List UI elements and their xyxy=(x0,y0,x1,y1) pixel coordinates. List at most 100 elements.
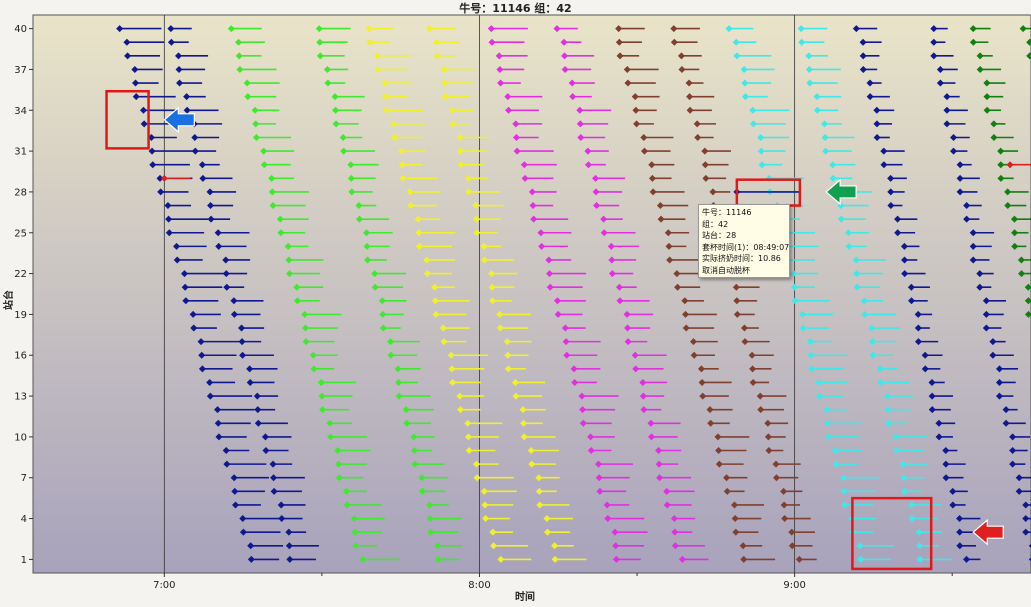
milking-start-marker xyxy=(519,406,527,414)
milking-start-marker xyxy=(215,433,223,441)
milking-start-marker xyxy=(821,120,829,128)
milking-start-marker xyxy=(824,419,832,427)
milking-start-marker xyxy=(285,256,293,264)
milking-start-marker xyxy=(222,270,230,278)
y-tick-label: 31 xyxy=(14,147,27,158)
milking-start-marker xyxy=(969,25,977,33)
milking-start-marker xyxy=(319,406,327,414)
milking-start-marker xyxy=(355,215,363,223)
milking-start-marker xyxy=(418,487,426,495)
milking-start-marker xyxy=(235,52,243,60)
milking-start-marker xyxy=(473,229,481,237)
milking-start-marker xyxy=(570,365,578,373)
milking-start-marker xyxy=(857,555,865,563)
milking-start-marker xyxy=(873,106,881,114)
milking-start-marker xyxy=(363,229,371,237)
milking-start-marker xyxy=(269,202,277,210)
milking-start-marker xyxy=(701,147,709,155)
milking-start-marker xyxy=(616,297,624,305)
milking-start-marker xyxy=(899,460,907,468)
milking-start-marker xyxy=(546,270,554,278)
milking-start-marker xyxy=(856,542,864,550)
milking-start-marker xyxy=(545,256,553,264)
milking-start-marker xyxy=(741,338,749,346)
milking-start-marker xyxy=(410,447,418,455)
milking-start-marker xyxy=(841,501,849,509)
milking-start-marker xyxy=(198,365,206,373)
milking-start-marker xyxy=(543,515,551,523)
milking-start-marker xyxy=(900,242,908,250)
milking-start-marker xyxy=(749,106,757,114)
grid-layer xyxy=(163,15,796,573)
milking-start-marker xyxy=(398,161,406,169)
milking-start-marker xyxy=(457,147,465,155)
milking-start-marker xyxy=(293,297,301,305)
milking-start-marker xyxy=(916,555,924,563)
milking-start-marker xyxy=(604,515,612,523)
milking-start-marker xyxy=(681,297,689,305)
milking-start-marker xyxy=(671,528,679,536)
milking-start-marker xyxy=(663,487,671,495)
milking-start-marker xyxy=(1015,487,1023,495)
milking-start-marker xyxy=(149,161,157,169)
milking-start-marker xyxy=(238,338,246,346)
milking-start-marker xyxy=(206,188,214,196)
milking-start-marker xyxy=(640,406,648,414)
milking-start-marker xyxy=(788,542,796,550)
milking-start-marker xyxy=(562,338,570,346)
milking-start-marker xyxy=(639,378,647,386)
milking-start-marker xyxy=(765,447,773,455)
milking-start-marker xyxy=(324,79,332,87)
milking-start-marker xyxy=(160,174,168,182)
milking-start-marker xyxy=(432,310,440,318)
milking-start-marker xyxy=(464,174,472,182)
milking-start-marker xyxy=(806,79,814,87)
milking-start-marker xyxy=(268,174,276,182)
milking-start-marker xyxy=(472,215,480,223)
milking-start-marker xyxy=(956,542,964,550)
milking-start-marker xyxy=(206,378,214,386)
milking-start-marker xyxy=(866,79,874,87)
milking-start-marker xyxy=(340,147,348,155)
milking-start-marker xyxy=(407,202,415,210)
milking-start-marker xyxy=(723,474,731,482)
milking-start-marker xyxy=(853,270,861,278)
milking-start-marker xyxy=(398,147,406,155)
milking-start-marker xyxy=(222,447,230,455)
milking-start-marker xyxy=(942,447,950,455)
milking-start-marker xyxy=(1004,202,1012,210)
milking-start-marker xyxy=(553,25,561,33)
milking-start-marker xyxy=(355,202,363,210)
y-tick-label: 22 xyxy=(14,269,27,280)
milking-start-marker xyxy=(950,133,958,141)
milking-start-marker xyxy=(560,38,568,46)
milking-start-marker xyxy=(877,378,885,386)
milking-start-marker xyxy=(382,106,390,114)
milking-start-marker xyxy=(915,528,923,536)
milking-start-marker xyxy=(670,38,678,46)
milking-start-marker xyxy=(351,528,359,536)
milking-start-marker xyxy=(739,542,747,550)
x-tick-label: 7:00 xyxy=(153,580,175,591)
milking-start-marker xyxy=(285,528,293,536)
milking-start-marker xyxy=(839,474,847,482)
milking-start-marker xyxy=(930,52,938,60)
milking-start-marker xyxy=(730,501,738,509)
milking-start-marker xyxy=(949,501,957,509)
plot-area xyxy=(32,14,1031,574)
milking-start-marker xyxy=(624,79,632,87)
milking-start-marker xyxy=(757,406,765,414)
milking-start-marker xyxy=(615,283,623,291)
milking-start-marker xyxy=(900,474,908,482)
annotation-layer xyxy=(105,89,1004,571)
milking-start-marker xyxy=(655,447,663,455)
milking-start-marker xyxy=(1026,38,1031,46)
milking-start-marker xyxy=(880,147,888,155)
milking-start-marker xyxy=(682,310,690,318)
milking-start-marker xyxy=(682,324,690,332)
milking-start-marker xyxy=(254,406,262,414)
milking-start-marker xyxy=(831,447,839,455)
milking-start-marker xyxy=(584,147,592,155)
milking-start-marker xyxy=(363,242,371,250)
